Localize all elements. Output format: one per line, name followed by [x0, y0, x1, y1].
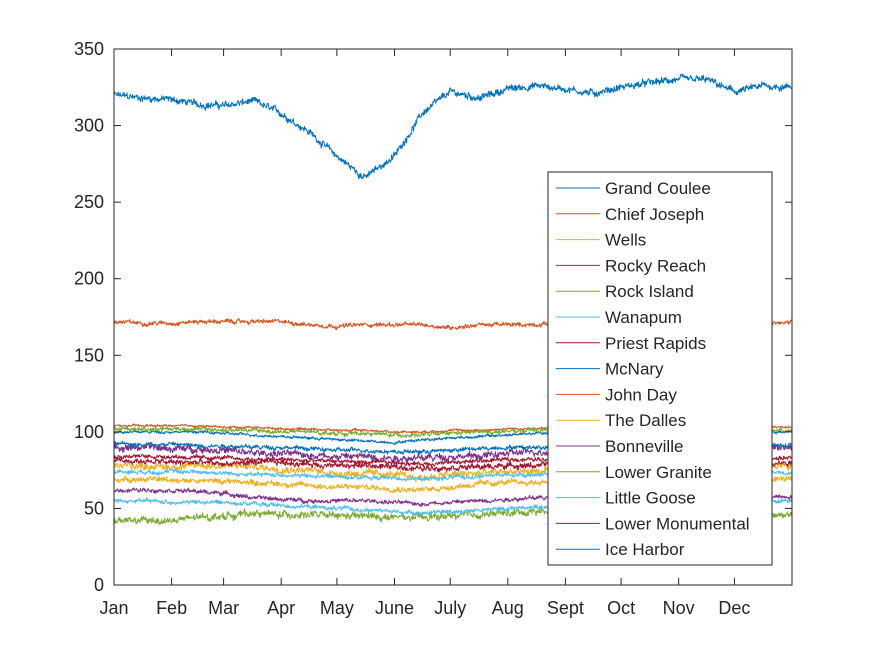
x-tick-label: Mar [208, 598, 239, 618]
x-tick-label: May [320, 598, 354, 618]
x-tick-label: Nov [663, 598, 695, 618]
y-tick-label: 100 [74, 422, 104, 442]
legend-label: Bonneville [605, 437, 683, 456]
y-tick-label: 250 [74, 192, 104, 212]
legend-label: Chief Joseph [605, 205, 704, 224]
legend-label: Rock Island [605, 282, 694, 301]
plot-frame [113, 48, 793, 586]
legend-label: Priest Rapids [605, 334, 706, 353]
x-tick-label: Apr [267, 598, 295, 618]
legend-label: The Dalles [605, 411, 686, 430]
x-tick-label: Aug [492, 598, 524, 618]
legend-label: John Day [605, 385, 677, 404]
legend-label: Wells [605, 231, 646, 250]
legend-label: McNary [605, 360, 664, 379]
x-tick-label: Dec [718, 598, 750, 618]
legend-label: Wanapum [605, 308, 682, 327]
x-tick-label: Sept [547, 598, 584, 618]
legend-label: Little Goose [605, 489, 696, 508]
y-tick-label: 0 [94, 575, 104, 595]
legend-label: Ice Harbor [605, 540, 685, 559]
x-tick-label: Jan [99, 598, 128, 618]
legend-label: Lower Granite [605, 463, 712, 482]
x-tick-label: Feb [156, 598, 187, 618]
legend: Grand Coulee Chief Joseph Wells Rocky Reach… [547, 171, 773, 566]
series-line-grand-coulee [113, 73, 793, 180]
y-tick-label: 200 [74, 269, 104, 289]
x-tick-label: Oct [607, 598, 635, 618]
y-tick-label: 50 [84, 498, 104, 518]
legend-label: Grand Coulee [605, 179, 711, 198]
y-tick-label: 350 [74, 39, 104, 59]
y-tick-label: 300 [74, 116, 104, 136]
axes-layer: 0 50 100 150 200 250 300 350 Jan Feb Mar Apr May June… [74, 39, 793, 618]
x-tick-label: June [375, 598, 414, 618]
legend-label: Rocky Reach [605, 256, 706, 275]
legend-label: Lower Monumental [605, 514, 750, 533]
x-tick-label: July [434, 598, 466, 618]
y-tick-label: 150 [74, 345, 104, 365]
